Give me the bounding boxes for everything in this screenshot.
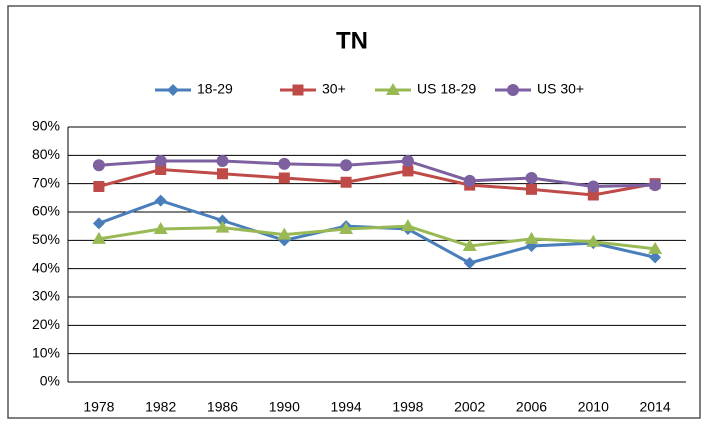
data-point: [339, 222, 354, 234]
data-point: [463, 257, 476, 269]
series-line: [98, 224, 656, 251]
data-point: [400, 219, 415, 232]
data-point: [154, 194, 167, 207]
data-point: [401, 155, 414, 167]
y-tick-label: 60%: [32, 203, 60, 219]
x-tick-label: 2014: [640, 399, 671, 415]
chart-title: TN: [336, 27, 368, 54]
x-tick-label: 1990: [269, 399, 300, 415]
legend-label: 30+: [322, 81, 346, 97]
data-point: [215, 220, 230, 233]
data-point: [649, 179, 662, 192]
y-tick-label: 40%: [32, 259, 60, 275]
legend-marker: [292, 84, 304, 96]
series-line: [98, 159, 656, 189]
series-line: [98, 167, 656, 197]
data-point: [462, 239, 477, 251]
data-point: [153, 222, 168, 234]
data-point: [155, 164, 167, 175]
data-point: [340, 159, 353, 172]
data-point: [91, 231, 106, 244]
legend-marker: [167, 84, 179, 96]
legend-marker: [386, 83, 400, 95]
data-point: [93, 181, 105, 192]
x-tick-label: 1986: [207, 399, 238, 415]
data-point: [92, 159, 105, 172]
legend-label: 18-29: [197, 81, 233, 97]
data-point: [277, 227, 292, 240]
data-point: [217, 168, 228, 180]
y-tick-label: 20%: [32, 316, 60, 332]
x-tick-label: 1982: [145, 399, 176, 415]
data-point: [463, 174, 476, 187]
y-tick-label: 50%: [32, 231, 60, 247]
data-point: [587, 180, 600, 193]
data-point: [216, 214, 229, 227]
legend-label: US 18-29: [417, 81, 476, 97]
y-tick-label: 10%: [32, 344, 60, 360]
data-point: [586, 234, 601, 247]
data-point: [524, 231, 539, 244]
data-point: [92, 217, 105, 230]
data-point: [154, 155, 167, 167]
data-point: [649, 251, 662, 264]
x-tick-label: 1978: [83, 399, 114, 415]
x-tick-label: 2010: [578, 399, 609, 415]
x-tick-label: 2006: [516, 399, 547, 415]
data-point: [587, 189, 599, 201]
data-point: [526, 183, 537, 195]
data-point: [278, 157, 291, 170]
y-tick-label: 80%: [32, 146, 60, 162]
data-point: [216, 155, 229, 167]
legend-label: US 30+: [537, 81, 584, 97]
y-tick-label: 90%: [32, 118, 60, 134]
data-point: [278, 172, 290, 184]
data-point: [340, 176, 352, 188]
x-tick-label: 1994: [331, 399, 362, 415]
legend-marker: [507, 84, 519, 96]
x-tick-label: 1998: [392, 399, 423, 415]
y-tick-label: 30%: [32, 288, 60, 304]
data-point: [402, 165, 414, 177]
x-tick-label: 2002: [454, 399, 485, 415]
data-point: [648, 241, 663, 254]
y-tick-label: 70%: [32, 174, 60, 190]
y-tick-label: 0%: [40, 373, 60, 389]
data-point: [525, 172, 538, 184]
